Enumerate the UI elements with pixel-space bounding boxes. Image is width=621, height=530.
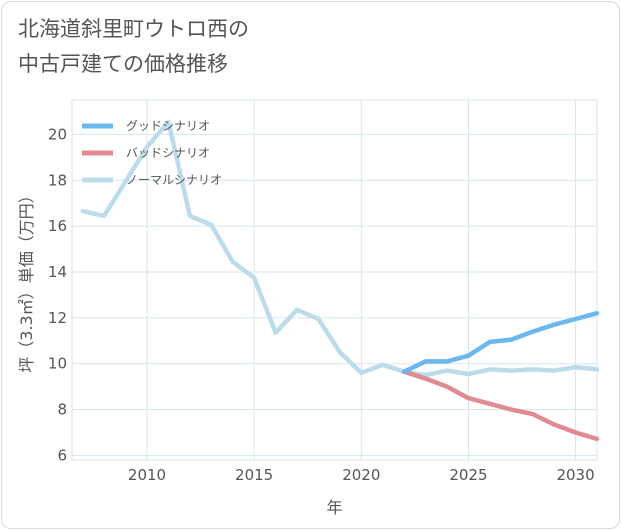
x-tick-label: 2030 [556,466,594,484]
tick-labels: 2010 2015 2020 2025 2030 6 8 10 12 14 16 18 20 [48,125,595,484]
x-tick-label: 2025 [449,466,487,484]
y-tick-label: 10 [48,355,67,373]
chart-title-line2: 中古戸建ての価格推移 [18,52,228,76]
y-axis-title: 坪（3.3㎡）単価（万円） [17,187,36,372]
chart-title-line1: 北海道斜里町ウトロ西の [18,17,249,41]
x-axis-title: 年 [326,498,342,517]
y-tick-label: 16 [48,217,67,235]
series-line-2 [80,119,600,378]
y-tick-label: 8 [57,401,67,419]
x-tick-label: 2010 [128,466,166,484]
plot-area-border [71,99,598,461]
legend-label: バッドシナリオ [126,146,210,160]
chart-title: 北海道斜里町ウトロ西の 中古戸建ての価格推移 [18,12,438,82]
legend-label: ノーマルシナリオ [126,173,222,187]
grid-lines [71,99,598,461]
y-tick-label: 20 [48,125,67,143]
x-tick-label: 2020 [342,466,380,484]
x-tick-label: 2015 [235,466,273,484]
series-lines [80,119,600,442]
y-tick-label: 18 [48,171,67,189]
y-tick-label: 6 [57,446,67,464]
y-tick-label: 12 [48,309,67,327]
series-line-1 [401,369,600,442]
y-tick-label: 14 [48,263,67,281]
series-line-0 [401,310,600,374]
legend-label: グッドシナリオ [126,119,210,133]
